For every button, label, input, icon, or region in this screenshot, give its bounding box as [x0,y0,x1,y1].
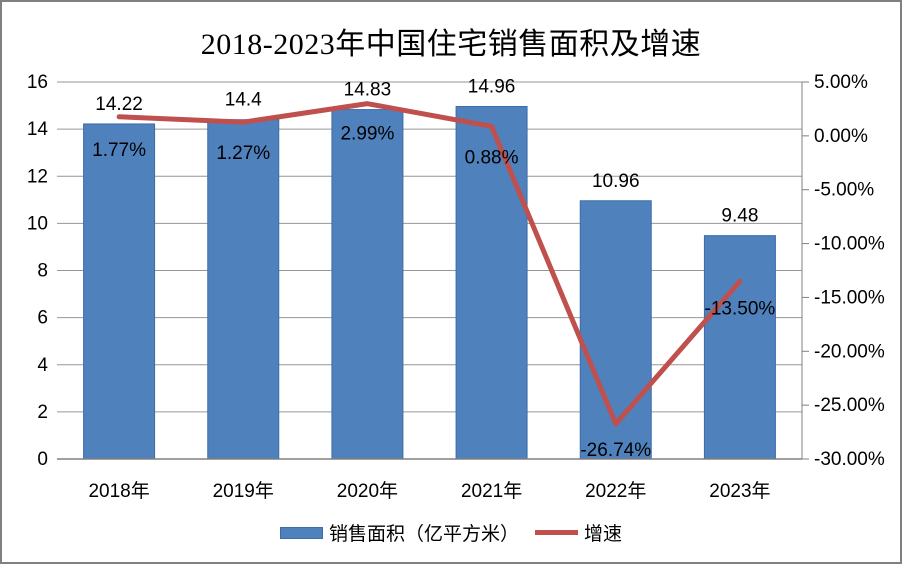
right-axis-tick-label: -10.00% [814,234,885,255]
x-axis-category-label: 2022年 [585,480,646,502]
bar-2020年 [331,109,404,460]
x-axis-category-label: 2020年 [337,480,398,502]
left-axis-tick-label: 0 [37,449,48,470]
x-axis-category-label: 2018年 [88,480,149,502]
chart-title: 2018-2023年中国住宅销售面积及增速 [200,28,702,61]
line-value-label: 2.99% [340,124,394,145]
legend-item-growth: 增速 [535,519,622,546]
line-value-label: 0.88% [465,147,519,168]
legend-label-sales-area: 销售面积（亿平方米） [328,524,519,545]
right-axis-tick-label: -15.00% [814,287,885,308]
right-axis-tick-label: 0.00% [814,126,868,147]
left-axis-tick-label: 4 [37,355,48,376]
bar-2019年 [207,119,280,460]
left-axis-tick-label: 16 [27,72,48,93]
x-axis-category-label: 2019年 [213,480,274,502]
legend-bar-swatch-icon [279,526,323,539]
bar-value-label: 14.83 [344,80,392,101]
right-axis-tick-label: 5.00% [814,72,868,93]
bar-value-label: 14.4 [225,90,262,111]
line-value-label: 1.77% [92,140,146,161]
legend-item-sales-area: 销售面积（亿平方米） [279,519,519,546]
right-axis-tick-label: -5.00% [814,180,874,201]
left-axis-tick-label: 10 [27,213,48,234]
left-axis-tick-label: 14 [27,119,49,140]
left-axis-tick-label: 8 [37,261,48,282]
left-axis-tick-label: 2 [37,402,48,423]
bar-2022年 [579,200,652,460]
x-axis-category-label: 2023年 [709,480,770,502]
bar-2018年 [83,123,156,460]
legend-line-swatch-icon [535,530,578,535]
line-value-label: 1.27% [216,143,270,164]
legend-label-growth: 增速 [584,524,623,545]
bar-2021年 [455,106,528,460]
line-value-label: -13.50% [705,298,776,319]
bar-value-label: 14.22 [95,94,143,115]
chart-legend: 销售面积（亿平方米） 增速 [2,519,900,546]
left-axis-tick-label: 12 [27,166,48,187]
left-axis-tick-label: 6 [37,308,48,329]
growth-rate-line [116,101,743,427]
bar-2023年 [703,235,776,460]
right-axis-tick-label: -25.00% [814,395,885,416]
bar-value-label: 10.96 [592,171,640,192]
bar-value-label: 14.96 [468,77,516,98]
right-axis-tick-label: -30.00% [814,449,885,470]
right-axis-tick-label: -20.00% [814,341,885,362]
x-axis-category-label: 2021年 [461,480,522,502]
bar-value-label: 9.48 [721,206,758,227]
line-value-label: -26.74% [580,440,651,461]
